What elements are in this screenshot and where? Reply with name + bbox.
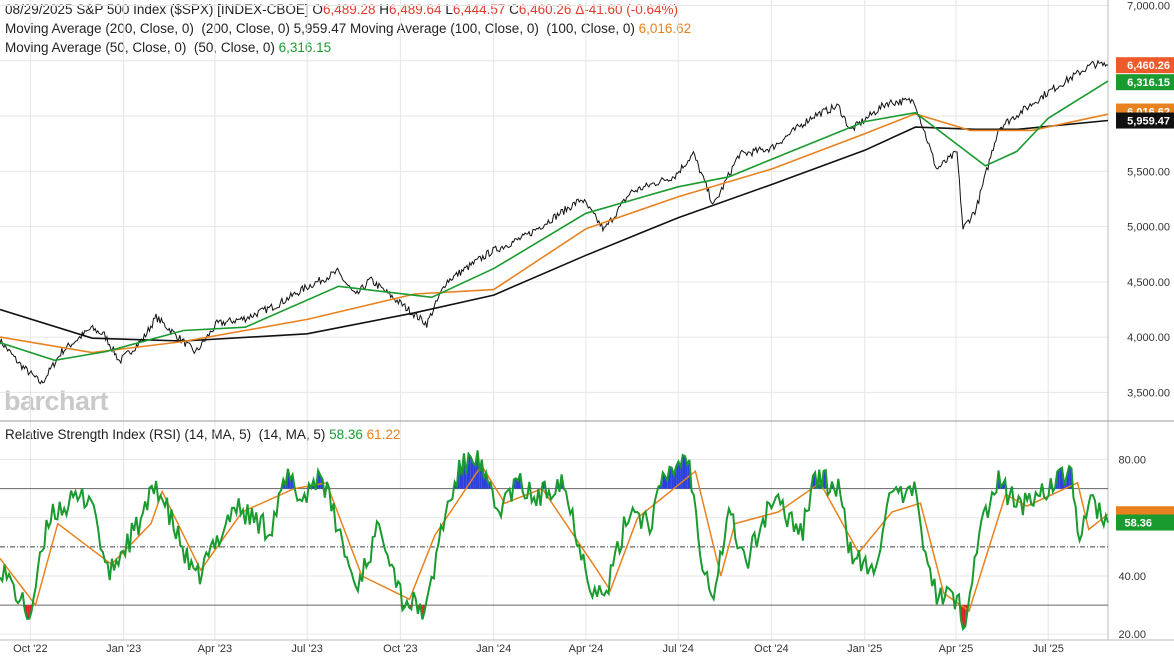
- ma100-line: [0, 112, 1109, 354]
- rsi-overbought-fill: [669, 466, 672, 489]
- x-tick-label: Oct '23: [383, 643, 418, 655]
- x-tick-label: Apr '23: [198, 643, 233, 655]
- x-tick-label: Apr '24: [569, 643, 604, 655]
- rsi-value-tag: [1116, 514, 1174, 531]
- header-seg: Moving Average (50, Close, 0) (50, Close…: [5, 40, 279, 55]
- ma200-line: [0, 119, 1109, 342]
- rsi-tick-label: 40.00: [1118, 571, 1146, 583]
- rsi-overbought-fill: [682, 455, 686, 489]
- header-seg: C: [505, 2, 519, 17]
- ma50-line: [0, 80, 1109, 362]
- rsi-oversold-fill: [27, 605, 30, 619]
- x-tick-label: Jan '23: [106, 643, 141, 655]
- rsi-overbought-fill: [671, 467, 674, 489]
- y-tick-label: 4,000.00: [1127, 332, 1170, 344]
- rsi-overbought-fill: [468, 453, 471, 489]
- ma200-price-tag: [1116, 112, 1174, 129]
- y-tick-label: 5,000.00: [1127, 222, 1170, 234]
- x-tick-label: Oct '22: [13, 643, 48, 655]
- header-seg: Relative Strength Index (RSI) (14, MA, 5…: [5, 427, 330, 442]
- header-seg: 58.36: [329, 427, 363, 442]
- rsi-overbought-fill: [680, 455, 683, 489]
- rsi-overbought-fill: [676, 461, 679, 489]
- header-seg: L: [441, 2, 453, 17]
- header-seg: 61.22: [362, 427, 401, 442]
- header-seg: 6,316.15: [278, 40, 332, 55]
- y-tick-label: 5,500.00: [1127, 166, 1170, 178]
- rsi-line: [0, 450, 1109, 632]
- rsi-tick-label: 20.00: [1118, 629, 1146, 641]
- x-tick-label: Jan '24: [476, 643, 511, 655]
- rsi-value-tag-text: 58.36: [1124, 518, 1152, 530]
- rsi-overbought-fill: [290, 474, 293, 489]
- x-tick-label: Apr '25: [939, 643, 974, 655]
- rsi-overbought-fill: [1059, 467, 1063, 489]
- header-seg: H: [375, 2, 389, 17]
- x-tick-label: Jul '24: [662, 643, 693, 655]
- x-tick-label: Jan '25: [847, 643, 882, 655]
- rsi-header: Relative Strength Index (RSI) (14, MA, 5…: [5, 426, 400, 444]
- close-price-tag: [1116, 57, 1174, 74]
- rsi-overbought-fill: [687, 459, 690, 489]
- rsi-tick-label: 80.00: [1118, 455, 1146, 467]
- ma50-price-tag-text: 6,316.15: [1127, 77, 1170, 89]
- x-tick-label: Oct '24: [754, 643, 789, 655]
- x-tick-label: Jul '23: [291, 643, 322, 655]
- header-seg: Moving Average (200, Close, 0) (200, Clo…: [5, 21, 294, 36]
- rsi-oversold-fill: [963, 605, 966, 629]
- barchart-watermark-logo: barchart: [4, 386, 109, 416]
- x-tick-label: Jul '25: [1032, 643, 1063, 655]
- header-seg: O: [312, 2, 323, 17]
- y-tick-label: 7,000.00: [1127, 1, 1170, 13]
- ma200-price-tag-text: 5,959.47: [1127, 116, 1170, 128]
- y-tick-label: 4,500.00: [1127, 277, 1170, 289]
- ma50-price-tag: [1116, 74, 1174, 91]
- close-price-tag-text: 6,460.26: [1127, 60, 1170, 72]
- price-series-line: [0, 59, 1109, 385]
- rsi-overbought-fill: [678, 461, 681, 489]
- header-seg: Moving Average (100, Close, 0) (100, Clo…: [346, 21, 639, 36]
- y-tick-label: 3,500.00: [1127, 387, 1170, 399]
- chart-header-line-3: Moving Average (50, Close, 0) (50, Close…: [5, 39, 331, 57]
